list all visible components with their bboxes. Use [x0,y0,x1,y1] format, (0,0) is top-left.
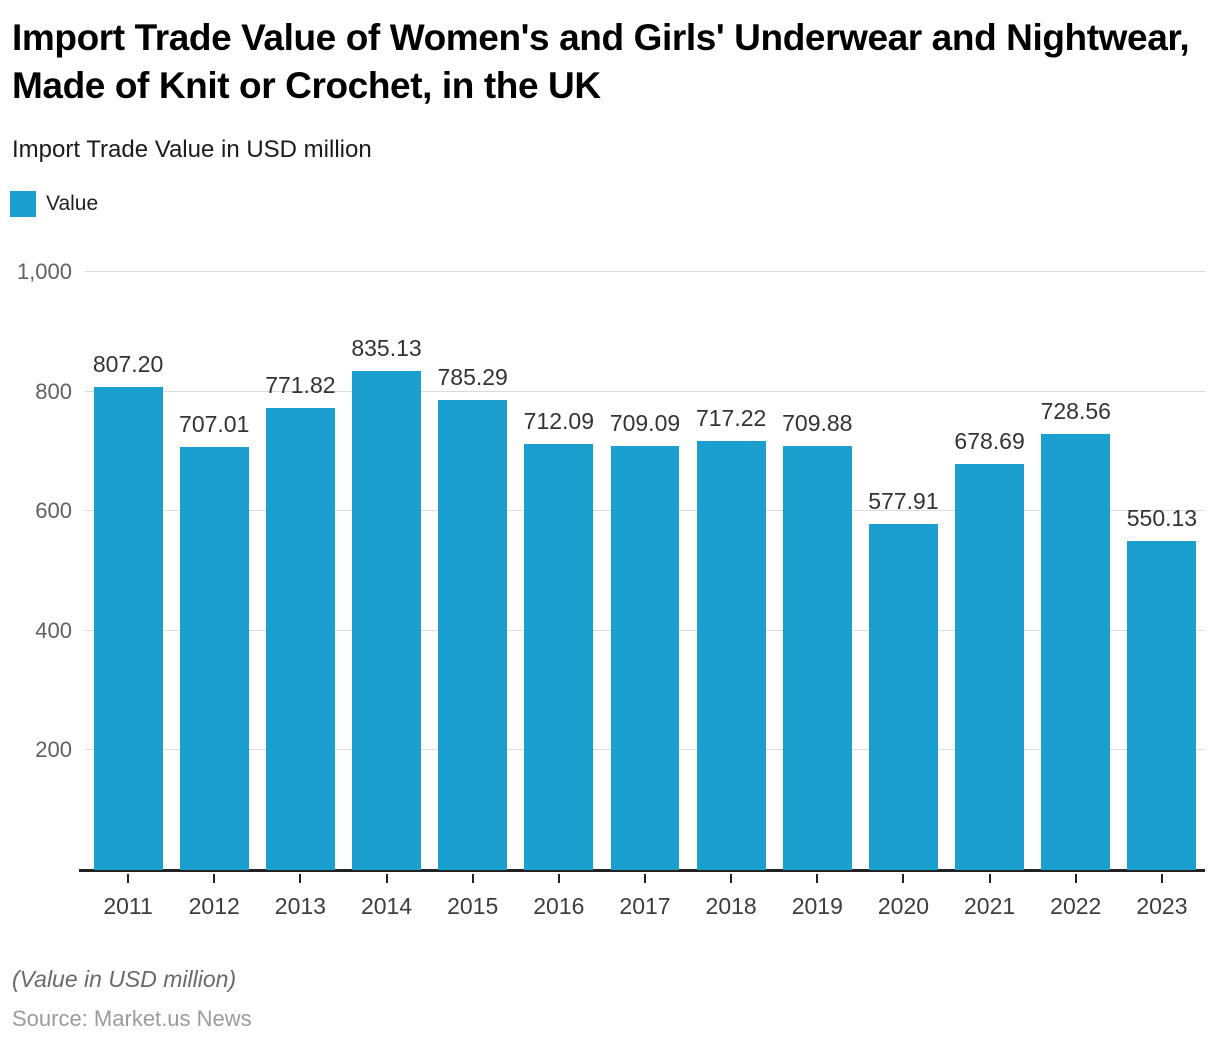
bar-column-2023: 550.13 [1119,272,1205,870]
x-axis-col-2014: 2014 [343,873,429,933]
x-axis-tick-2016 [557,874,560,883]
bar-value-label-2013: 771.82 [265,372,336,399]
bar-column-2017: 709.09 [602,272,688,870]
x-axis-tick-2012 [213,874,216,883]
bar-column-2019: 709.88 [774,272,860,870]
x-axis-col-2018: 2018 [688,873,774,933]
x-axis-col-2020: 2020 [860,873,946,933]
x-axis-label-2014: 2014 [360,893,413,919]
bar-column-2018: 717.22 [688,272,774,870]
y-axis-label-400: 400 [35,617,72,643]
bar-value-label-2018: 717.22 [695,405,767,432]
bar-value-label-2023: 550.13 [1126,505,1198,532]
x-axis-tick-2013 [299,874,302,883]
gridline-1000 [85,271,1205,272]
footnote: (Value in USD million) [12,966,237,992]
bar-2017[interactable] [610,445,680,870]
y-axis-label-200: 200 [35,737,72,763]
gridline-800 [85,390,1205,392]
y-axis-label-1000: 1,000 [16,259,72,284]
bar-column-2011: 807.20 [85,272,171,870]
bar-2014[interactable] [352,370,421,870]
x-axis-col-2011: 2011 [85,873,171,933]
x-axis-col-2015: 2015 [430,873,516,933]
x-axis-tick-2017 [643,874,646,883]
bar-2011[interactable] [93,387,163,870]
chart-subtitle: Import Trade Value in USD million [12,135,372,163]
x-axis-label-2016: 2016 [533,893,585,919]
x-axis-tick-2019 [816,874,819,883]
bar-column-2012: 707.01 [171,272,257,870]
legend-swatch-icon[interactable] [10,190,36,217]
bar-2012[interactable] [179,447,249,870]
x-axis-col-2013: 2013 [257,873,343,933]
bar-column-2020: 577.91 [860,272,946,870]
x-axis-label-2021: 2021 [964,893,1016,919]
bar-2016[interactable] [524,444,594,870]
x-axis-label-2012: 2012 [188,893,240,919]
bar-column-2016: 712.09 [516,272,602,870]
source-credit: Source: Market.us News [12,1006,252,1031]
x-axis-tick-2021 [988,874,991,883]
bar-2021[interactable] [955,464,1025,870]
y-axis: 200 400 600 800 1,000 [0,259,72,870]
bar-2022[interactable] [1041,434,1111,870]
y-axis-label-800: 800 [35,378,72,404]
bar-value-label-2021: 678.69 [954,428,1025,455]
x-axis-tick-2023 [1160,874,1163,883]
x-axis-tick-2020 [902,874,905,883]
bar-column-2015: 785.29 [430,272,516,870]
legend: Value [10,190,1208,217]
x-axis-label-2018: 2018 [705,893,757,919]
x-axis-col-2016: 2016 [516,873,602,933]
bar-column-2013: 771.82 [257,272,343,870]
x-axis-label-2019: 2019 [791,893,843,919]
x-axis: 2011 2012 2013 2014 2015 2016 2017 2018 2019 2020… [85,873,1205,933]
x-axis-label-2015: 2015 [447,893,499,919]
x-axis-label-2017: 2017 [619,893,671,919]
chart-title: Import Trade Value of Women's and Girls'… [12,17,1190,107]
bar-value-label-2020: 577.91 [868,488,939,515]
bar-2023[interactable] [1127,541,1197,870]
x-axis-tick-2022 [1074,874,1077,883]
x-axis-tick-2018 [730,874,733,883]
x-axis-label-2022: 2022 [1050,893,1102,919]
x-axis-label-2013: 2013 [274,893,326,919]
x-axis-tick-2015 [471,874,474,883]
plot-area: 807.20 707.01 771.82 835.13 785.29 712.09 709.… [79,271,1205,872]
x-axis-col-2012: 2012 [171,873,257,933]
bar-column-2021: 678.69 [947,272,1033,870]
bar-value-label-2017: 709.09 [609,409,681,436]
bar-2013[interactable] [265,408,335,870]
legend-label[interactable]: Value [46,191,99,215]
x-axis-label-2011: 2011 [103,893,153,919]
x-axis-col-2023: 2023 [1119,873,1205,933]
x-axis-col-2019: 2019 [774,873,860,933]
bar-value-label-2014: 835.13 [351,334,422,361]
bar-value-label-2012: 707.01 [179,411,250,438]
x-axis-label-2020: 2020 [877,893,930,919]
bar-2020[interactable] [868,524,938,870]
bar-value-label-2019: 709.88 [782,409,853,436]
bar-value-label-2011: 807.20 [92,351,164,378]
x-axis-tick-2014 [385,874,388,883]
y-axis-label-600: 600 [35,498,72,524]
bar-2015[interactable] [438,400,508,870]
x-axis-tick-2011 [127,874,130,883]
bar-value-label-2022: 728.56 [1040,398,1111,425]
bar-column-2014: 835.13 [343,272,429,870]
x-axis-label-2023: 2023 [1136,893,1188,919]
x-axis-col-2017: 2017 [602,873,688,933]
x-axis-col-2022: 2022 [1033,873,1119,933]
bar-value-label-2015: 785.29 [437,364,508,391]
bar-column-2022: 728.56 [1033,272,1119,870]
x-axis-col-2021: 2021 [947,873,1033,933]
x-axis-line [79,869,1205,872]
bar-2018[interactable] [696,441,766,870]
bar-2019[interactable] [782,445,852,870]
bar-value-label-2016: 712.09 [523,408,595,435]
